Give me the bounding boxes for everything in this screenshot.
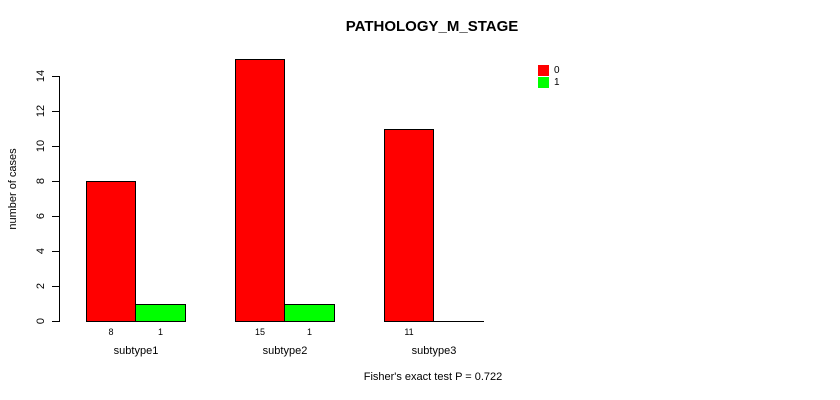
x-axis-category-label-subtype3: subtype3 bbox=[411, 345, 457, 357]
x-axis-category-label-subtype2: subtype2 bbox=[262, 345, 308, 357]
legend-swatch-0 bbox=[538, 64, 549, 76]
bar-subtype1-1 bbox=[135, 303, 186, 322]
legend-label-1: 1 bbox=[554, 76, 560, 88]
legend-swatch-1 bbox=[538, 76, 549, 88]
zero-bar-subtype3-1 bbox=[433, 321, 484, 322]
bar-subtype2-1 bbox=[284, 303, 335, 322]
y-axis-tick-label-4: 4 bbox=[35, 247, 47, 255]
y-axis-tick-label-14: 14 bbox=[35, 69, 47, 83]
chart-title: PATHOLOGY_M_STAGE bbox=[345, 18, 519, 35]
bar-value-label-subtype3-0: 11 bbox=[404, 327, 414, 337]
legend-entry-1: 1 bbox=[538, 76, 560, 88]
y-axis-tick-12 bbox=[52, 111, 59, 112]
x-axis-category-label-subtype1: subtype1 bbox=[113, 345, 159, 357]
bar-value-label-subtype2-1: 1 bbox=[306, 327, 312, 337]
y-axis-tick-10 bbox=[52, 146, 59, 147]
legend-entry-0: 0 bbox=[538, 64, 560, 76]
legend-label-0: 0 bbox=[554, 64, 560, 76]
bar-subtype1-0 bbox=[86, 181, 136, 322]
y-axis-tick-2 bbox=[52, 286, 59, 287]
y-axis-tick-6 bbox=[52, 216, 59, 217]
y-axis-tick-14 bbox=[52, 76, 59, 77]
y-axis-line bbox=[59, 76, 60, 322]
bar-value-label-subtype1-0: 8 bbox=[108, 327, 114, 337]
y-axis-tick-label-12: 12 bbox=[35, 104, 47, 118]
y-axis-tick-label-0: 0 bbox=[35, 317, 47, 325]
y-axis-tick-label-8: 8 bbox=[35, 177, 47, 185]
y-axis-tick-label-10: 10 bbox=[35, 139, 47, 153]
y-axis-tick-4 bbox=[52, 251, 59, 252]
fisher-test-annotation: Fisher's exact test P = 0.722 bbox=[363, 371, 503, 383]
bar-subtype3-0 bbox=[384, 128, 434, 322]
y-axis-tick-8 bbox=[52, 181, 59, 182]
bar-subtype2-0 bbox=[235, 58, 285, 322]
y-axis-tick-0 bbox=[52, 321, 59, 322]
bar-value-label-subtype1-1: 1 bbox=[157, 327, 163, 337]
y-axis-tick-label-6: 6 bbox=[35, 212, 47, 220]
bar-value-label-subtype2-0: 15 bbox=[254, 327, 265, 337]
y-axis-tick-label-2: 2 bbox=[35, 282, 47, 290]
